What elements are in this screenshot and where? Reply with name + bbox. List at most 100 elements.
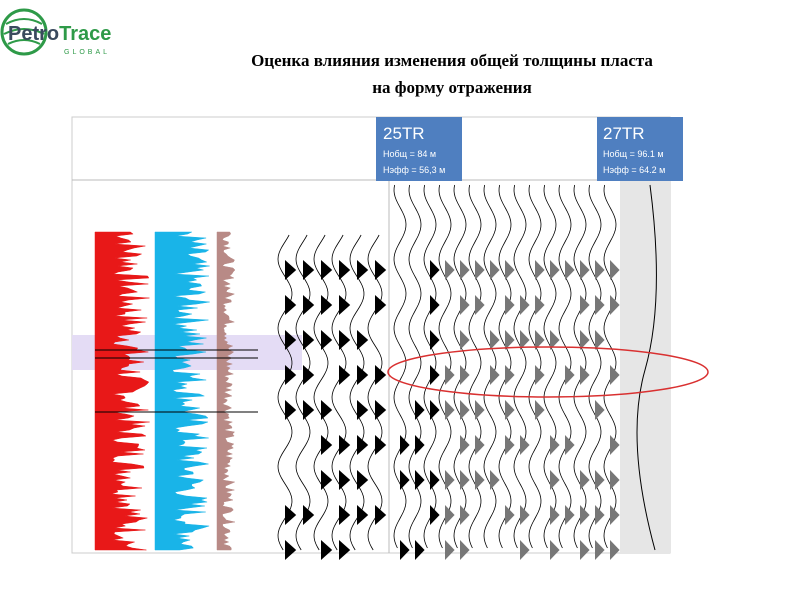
wiggle-lobe [415,540,425,560]
wiggle-lobe [580,470,590,490]
wiggle-lobe [520,540,530,560]
wiggle-lobe [445,540,455,560]
wiggle-lobe [580,260,590,280]
wiggle-lobe [445,400,455,420]
wiggle-lobe [415,470,425,490]
wiggle-lobe [565,260,575,280]
well-box: 27TR Нобщ = 96.1 м Нэфф = 64.2 м [597,117,683,181]
well-box-bg [597,117,683,181]
wiggle-lobe [339,330,351,350]
wiggle-lobe [375,260,387,280]
wiggle-lobe [580,540,590,560]
wiggle-lobe [445,260,455,280]
wiggle-lobe [357,260,369,280]
log-curve [154,231,210,551]
logo-globe [0,8,48,56]
wiggle-lobe [303,260,315,280]
wiggle-lobe [535,295,545,315]
wiggle-lobe [321,260,333,280]
wiggle-trace [528,184,542,549]
wiggle-lobe [460,365,470,385]
wiggle-lobe [490,470,500,490]
wiggle-lobe [550,260,560,280]
wiggle-lobe [595,330,605,350]
wiggle-lobe [430,505,440,525]
wiggle-lobe [550,470,560,490]
wiggle-lobe [490,365,500,385]
wiggle-lobe [565,435,575,455]
wiggle-lobe [375,400,387,420]
wiggle-lobe [490,260,500,280]
wiggle-lobe [550,505,560,525]
wiggle-lobe [339,295,351,315]
wiggle-lobe [505,260,515,280]
wiggle-lobe [445,470,455,490]
wiggle-trace [558,184,572,549]
wiggle-lobe [595,505,605,525]
wiggle-lobe [357,330,369,350]
wiggle-lobe [375,505,387,525]
wiggle-lobe [321,470,333,490]
wiggle-lobe [475,400,485,420]
wiggle-lobe [375,435,387,455]
wiggle-lobe [520,435,530,455]
wiggle-lobe [285,505,297,525]
wiggle-lobe [580,505,590,525]
traces [94,184,657,560]
wiggle-lobe [610,505,620,525]
wiggle-lobe [445,365,455,385]
wiggle-lobe [415,435,425,455]
wiggle-lobe [520,295,530,315]
wiggle-lobe [460,435,470,455]
wiggle-trace [295,234,311,551]
wiggle-lobe [303,330,315,350]
wiggle-lobe [430,295,440,315]
wiggle-lobe [415,400,425,420]
wiggle-lobe [610,540,620,560]
wiggle-lobe [303,400,315,420]
wiggle-lobe [303,295,315,315]
wiggle-lobe [321,400,333,420]
wiggle-lobe [460,540,470,560]
wiggle-lobe [285,540,297,560]
wiggle-lobe [400,435,410,455]
wiggle-lobe [505,435,515,455]
wiggle-lobe [357,365,369,385]
wiggle-lobe [610,260,620,280]
wiggle-lobe [339,260,351,280]
wiggle-lobe [339,365,351,385]
logo-text: PetroTrace [8,23,111,45]
wiggle-lobe [475,435,485,455]
wiggle-lobe [430,470,440,490]
wiggle-lobe [303,505,315,525]
wiggle-lobe [505,330,515,350]
wiggle-lobe [339,540,351,560]
wiggle-lobe [505,400,515,420]
wiggle-lobe [475,470,485,490]
wiggle-lobe [580,295,590,315]
wiggle-lobe [460,400,470,420]
logo-sub: GLOBAL [64,49,110,56]
wiggle-lobe [375,365,387,385]
wiggle-lobe [610,365,620,385]
reference-trace [636,184,657,551]
wiggle-lobe [535,260,545,280]
wiggle-lobe [339,505,351,525]
title: на форму отражения [372,78,532,97]
hatch-panel [620,180,670,553]
wiggle-lobe [285,295,297,315]
well-h-total: Нобщ = 84 м [383,149,436,159]
seismic-figure [71,116,709,560]
log-curve [94,231,150,551]
wiggle-lobe [357,435,369,455]
wiggle-lobe [357,505,369,525]
wiggle-lobe [357,470,369,490]
well-h-eff: Нэфф = 64.2 м [603,165,665,175]
wiggle-trace [349,234,365,551]
wiggle-lobe [445,505,455,525]
wiggle-lobe [550,330,560,350]
wiggle-lobe [400,540,410,560]
wiggle-lobe [400,470,410,490]
log-curve [216,231,236,551]
wiggle-lobe [580,330,590,350]
